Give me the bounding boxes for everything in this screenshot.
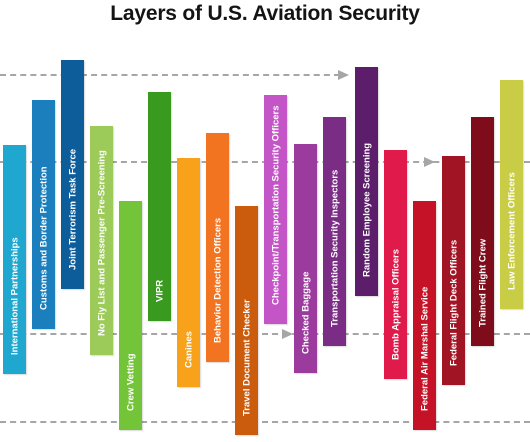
layer-label: Travel Document Checker — [240, 298, 252, 416]
layer-label: Federal Air Marshal Service — [418, 286, 430, 411]
flow-arrowhead-lower — [282, 329, 293, 339]
flow-line-top — [0, 74, 340, 76]
layer-label: Checked Baggage — [299, 271, 311, 354]
layer-customs-and-border-protection: Customs and Border Protection — [32, 100, 55, 329]
layer-no-fly-list: No Fly List and Passenger Pre-Screening — [90, 126, 113, 355]
layer-label: Canines — [182, 330, 194, 368]
layer-federal-flight-deck-officers: Federal Flight Deck Officers — [442, 156, 465, 385]
layer-checked-baggage: Checked Baggage — [294, 144, 317, 373]
layer-label: VIPR — [153, 279, 165, 302]
layer-bomb-appraisal-officers: Bomb Appraisal Officers — [384, 150, 407, 379]
layer-label: No Fly List and Passenger Pre-Screening — [95, 149, 107, 336]
layer-joint-terrorism-task-force: Joint Terrorism Task Force — [61, 60, 84, 289]
layer-label: International Partnerships — [8, 236, 20, 355]
layer-label: Random Employee Screening — [360, 142, 372, 277]
layer-vipr: VIPR — [148, 92, 171, 321]
layer-label: Transportation Security Inspectors — [328, 169, 340, 327]
layer-label: Crew Vetting — [124, 352, 136, 411]
layer-label: Trained Flight Crew — [476, 238, 488, 327]
flow-line-bottom — [0, 421, 530, 423]
layer-transportation-security-inspectors: Transportation Security Inspectors — [323, 117, 346, 346]
layer-travel-document-checker: Travel Document Checker — [235, 206, 258, 435]
layer-label: Joint Terrorism Task Force — [66, 148, 78, 270]
layer-checkpoint-tso: Checkpoint/Transportation Security Offic… — [264, 95, 287, 324]
layer-canines: Canines — [177, 158, 200, 387]
layer-trained-flight-crew: Trained Flight Crew — [471, 117, 494, 346]
layer-law-enforcement-officers: Law Enforcement Officers — [500, 80, 523, 309]
layer-label: Bomb Appraisal Officers — [389, 248, 401, 360]
flow-arrowhead-upper — [424, 157, 435, 167]
diagram-title: Layers of U.S. Aviation Security — [110, 2, 420, 25]
flow-arrowhead-top — [338, 70, 349, 80]
layer-label: Federal Flight Deck Officers — [447, 239, 459, 366]
layer-random-employee-screening: Random Employee Screening — [355, 67, 378, 296]
layer-label: Law Enforcement Officers — [505, 171, 517, 290]
layer-label: Behavior Detection Officers — [211, 217, 223, 343]
layer-international-partnerships: International Partnerships — [3, 145, 26, 374]
layer-label: Customs and Border Protection — [37, 165, 49, 310]
layer-behavior-detection-officers: Behavior Detection Officers — [206, 133, 229, 362]
layer-crew-vetting: Crew Vetting — [119, 201, 142, 430]
flow-line-lower — [0, 333, 530, 335]
layer-federal-air-marshal-service: Federal Air Marshal Service — [413, 201, 436, 430]
layer-label: Checkpoint/Transportation Security Offic… — [269, 104, 281, 305]
